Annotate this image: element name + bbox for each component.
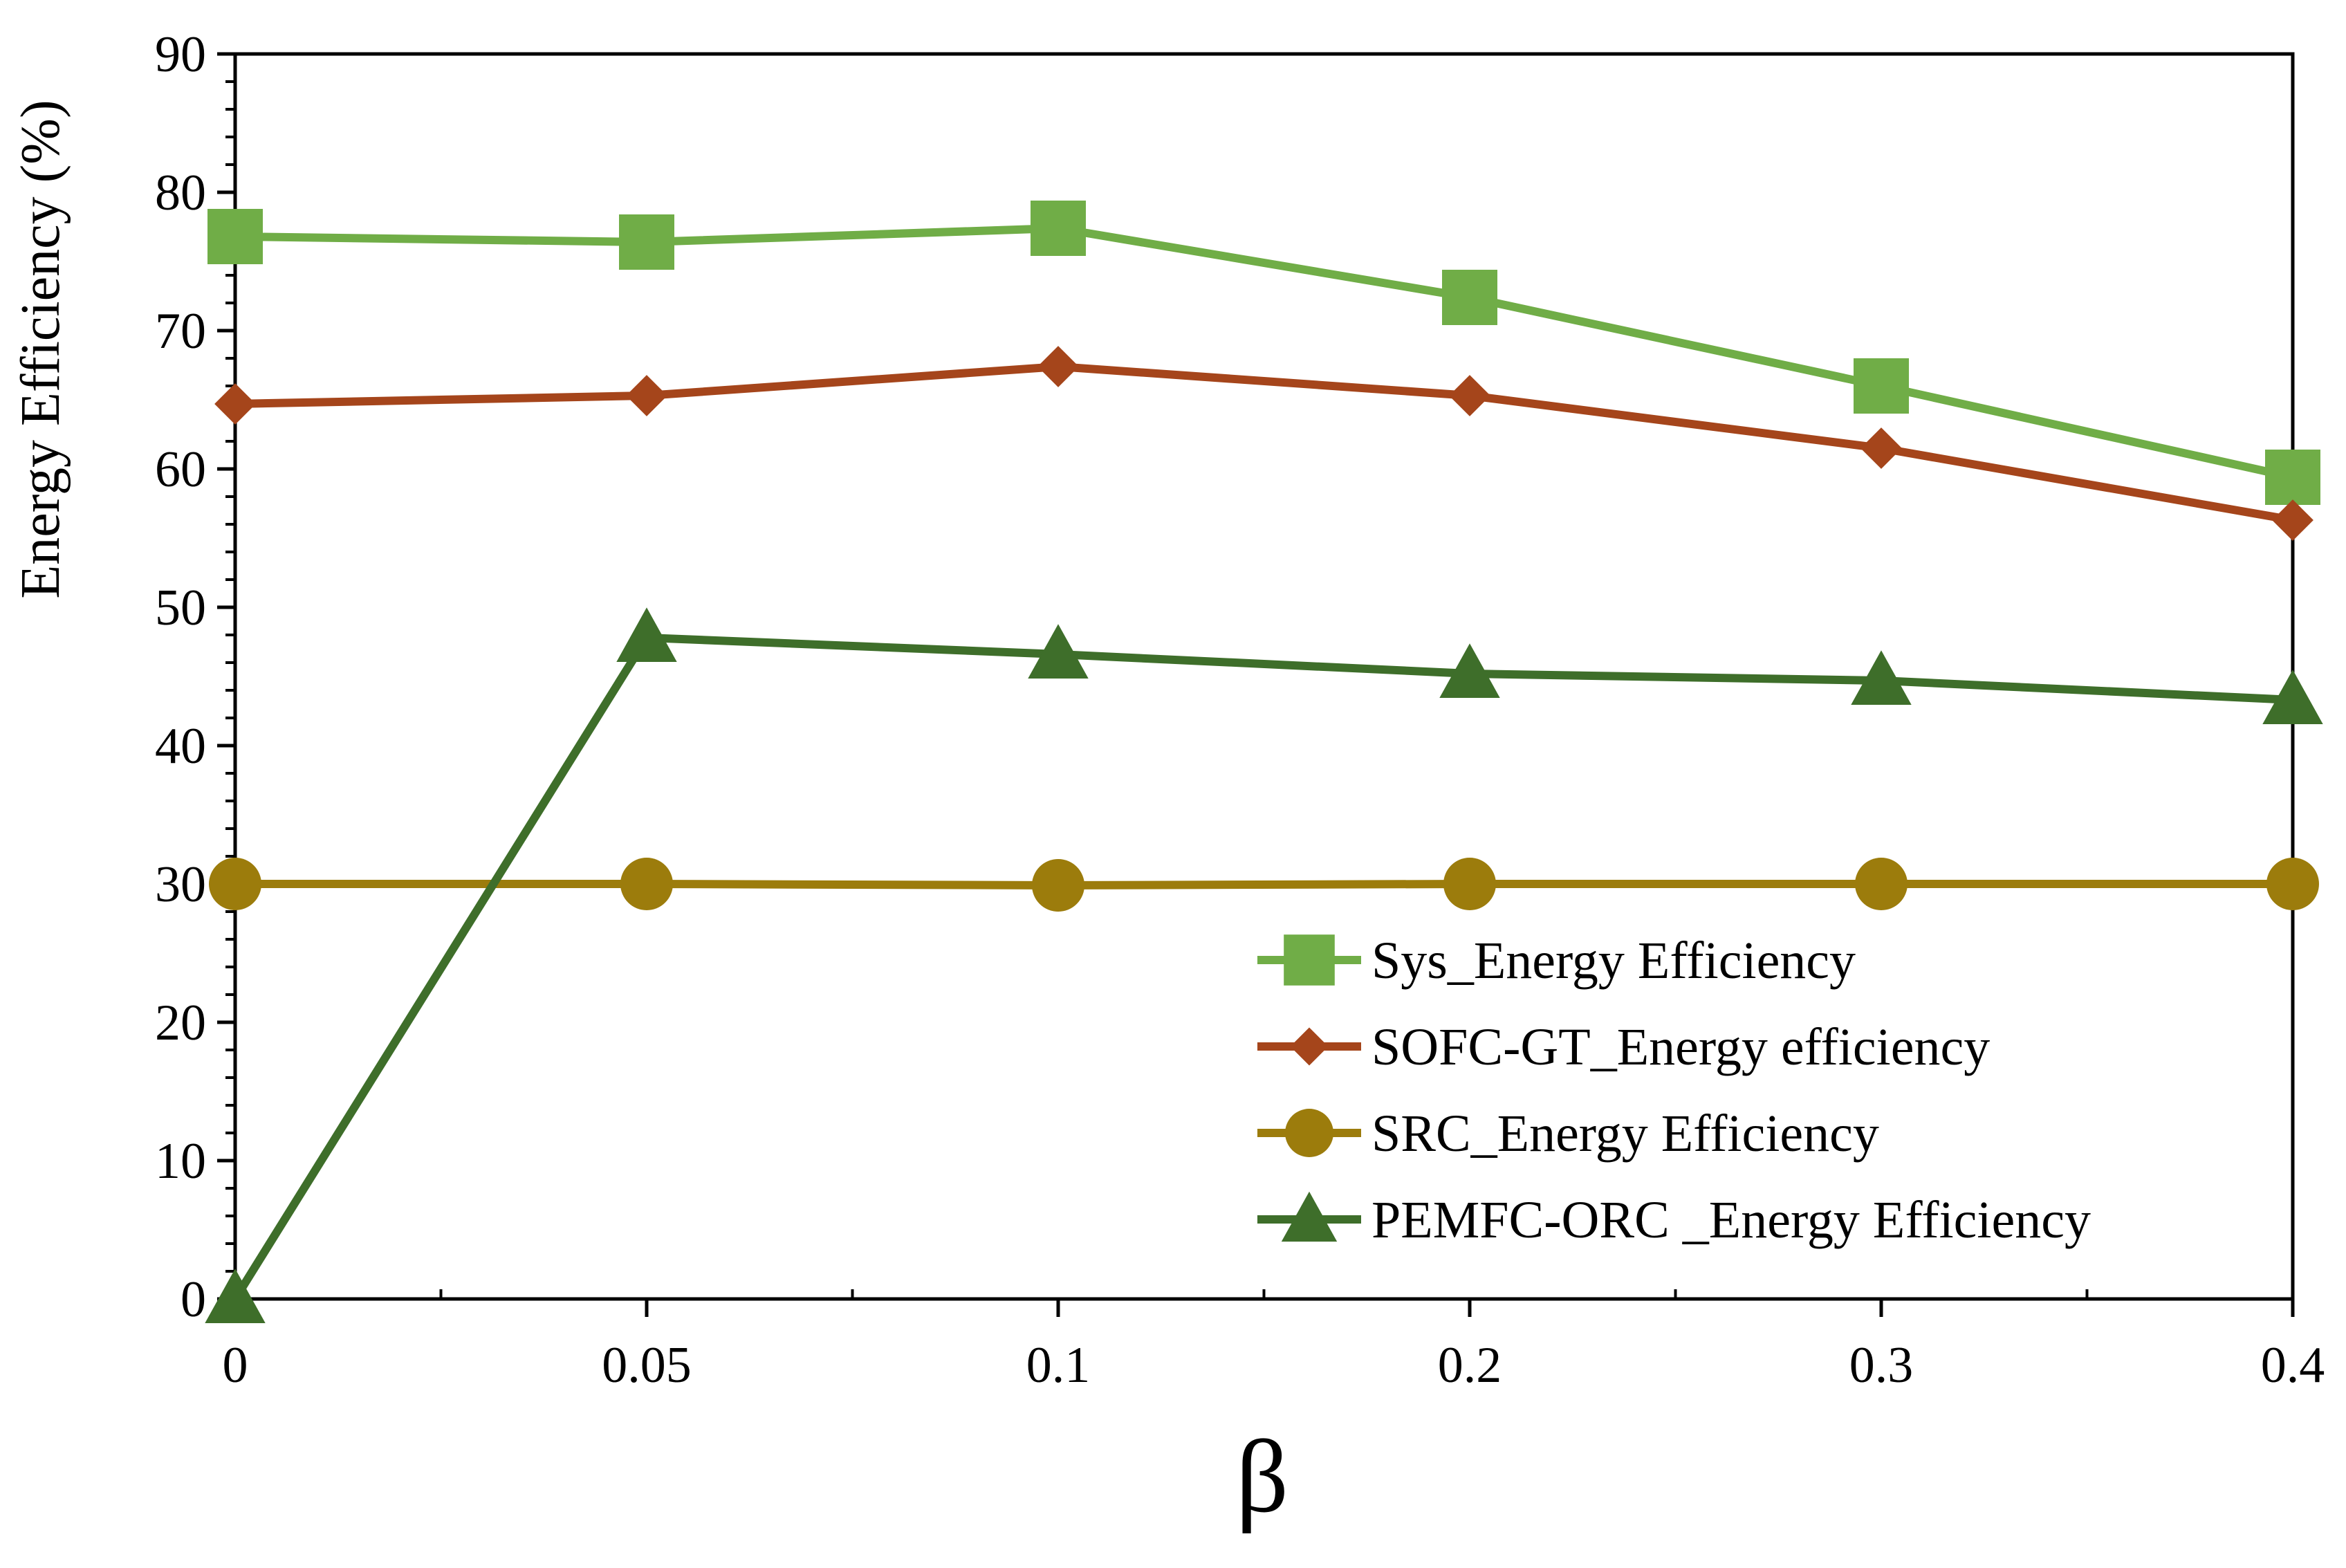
legend-label-src: SRC_Energy Efficiency (1371, 1105, 1879, 1163)
y-tick-label: 30 (155, 856, 206, 913)
series-sofc-gt (214, 346, 2313, 541)
data-point-sys (1854, 358, 1909, 414)
data-point-sys (619, 214, 674, 270)
data-point-pemfc-orc (1439, 643, 1500, 698)
data-point-pemfc-orc (616, 607, 677, 662)
data-point-sofc-gt (1449, 375, 1490, 416)
legend-marker-sofc-gt (1290, 1027, 1329, 1066)
data-point-sofc-gt (2272, 499, 2313, 541)
x-tick-label: 0.3 (1849, 1337, 1914, 1394)
data-point-sys (1031, 201, 1086, 256)
x-tick-label: 0.1 (1026, 1337, 1091, 1394)
series-line-sofc-gt (234, 362, 2294, 524)
data-point-src (1032, 859, 1084, 912)
y-tick-label: 60 (155, 441, 206, 498)
x-tick-label: 0.4 (2261, 1337, 2325, 1394)
y-tick-label: 40 (155, 718, 206, 775)
data-point-pemfc-orc (1028, 624, 1089, 679)
legend-item-src: SRC_Energy Efficiency (1257, 1105, 1879, 1163)
data-point-pemfc-orc (1851, 650, 1912, 705)
legend-item-pemfc-orc: PEMFC-ORC _Energy Efficiency (1257, 1191, 2091, 1249)
x-tick-label: 0.05 (602, 1337, 692, 1394)
data-point-src (2266, 858, 2319, 910)
series-src (209, 858, 2319, 912)
y-tick-label: 20 (155, 995, 206, 1051)
x-tick-label: 0 (223, 1337, 248, 1394)
y-tick-label: 70 (155, 303, 206, 360)
y-tick-label: 10 (155, 1133, 206, 1190)
legend-marker-pemfc-orc (1281, 1191, 1338, 1242)
data-point-src (1443, 858, 1496, 910)
data-point-src (1855, 858, 1908, 910)
x-tick-label: 0.2 (1438, 1337, 1502, 1394)
series-line-src (235, 880, 2293, 889)
data-point-src (620, 858, 673, 910)
legend: Sys_Energy Efficiency SOFC-GT_Energy effi… (1257, 932, 2091, 1249)
y-tick-label: 80 (155, 165, 206, 221)
legend-label-sys: Sys_Energy Efficiency (1371, 932, 1856, 990)
y-tick-label: 50 (155, 580, 206, 636)
legend-item-sofc-gt: SOFC-GT_Energy efficiency (1257, 1018, 1990, 1076)
legend-label-pemfc-orc: PEMFC-ORC _Energy Efficiency (1371, 1191, 2091, 1249)
legend-item-sys: Sys_Energy Efficiency (1257, 932, 1856, 990)
data-point-src (209, 858, 261, 910)
legend-marker-sys (1284, 934, 1335, 986)
data-point-sys (1442, 270, 1497, 325)
series-group (205, 201, 2323, 1323)
axes-group: 0 10 20 30 40 50 60 70 80 90 0 0.05 0.1 0.2 0.3 0.4 (155, 26, 2325, 1394)
data-point-sys (207, 209, 263, 264)
data-point-sofc-gt (214, 383, 256, 425)
data-point-sys (2265, 450, 2320, 505)
series-pemfc-orc (205, 607, 2323, 1323)
legend-label-sofc-gt: SOFC-GT_Energy efficiency (1371, 1018, 1990, 1076)
y-tick-label: 90 (155, 26, 206, 83)
series-sys (207, 201, 2320, 505)
y-axis-title: Energy Efficiency (%) (10, 100, 71, 598)
data-point-pemfc-orc (2262, 670, 2323, 724)
series-line-sys (234, 224, 2294, 481)
data-point-sofc-gt (1860, 427, 1902, 469)
legend-marker-src (1285, 1109, 1333, 1157)
y-tick-label: 0 (181, 1271, 206, 1328)
data-point-sofc-gt (1037, 346, 1079, 387)
data-point-pemfc-orc (205, 1269, 266, 1323)
data-point-sofc-gt (626, 375, 667, 416)
x-axis-title: β (1236, 1419, 1289, 1534)
series-line-pemfc-orc (231, 634, 2293, 1302)
